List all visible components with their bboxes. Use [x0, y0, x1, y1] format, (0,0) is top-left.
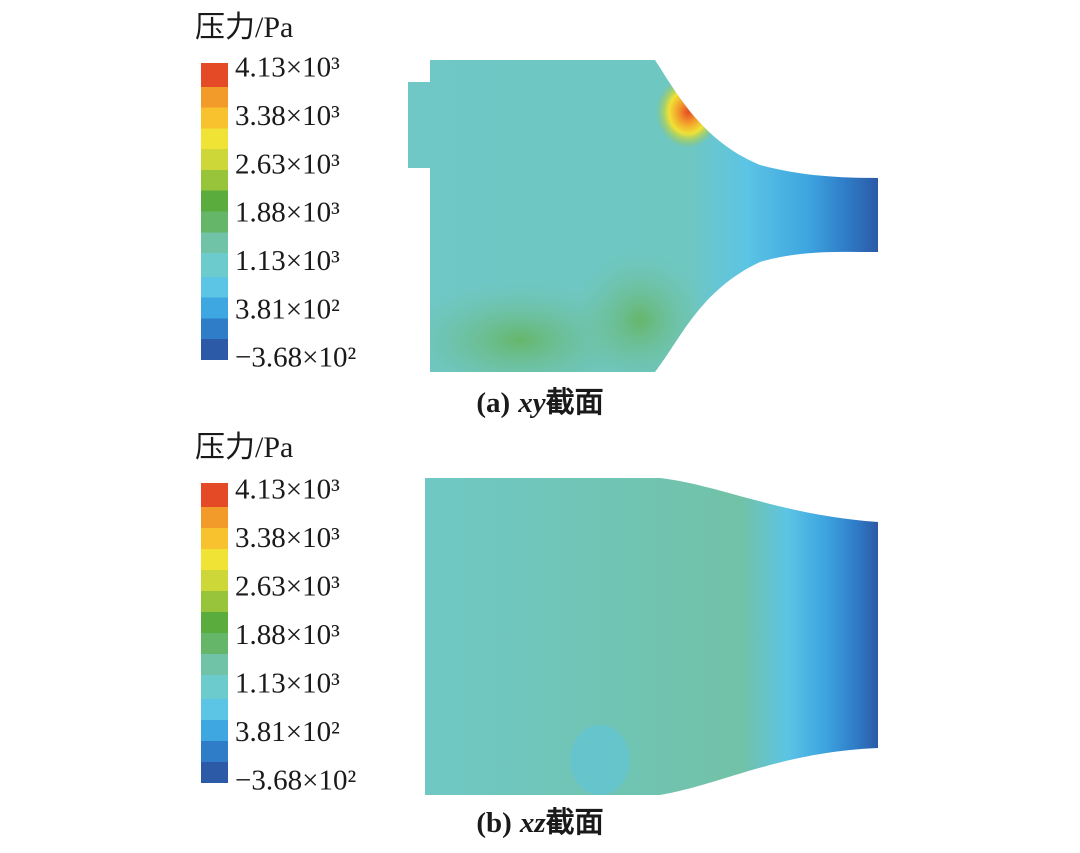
caption-label: (b): [476, 807, 511, 839]
tick-label: 1.88×10³: [235, 197, 340, 229]
tick-label: 1.13×10³: [235, 668, 340, 700]
tick-label: 4.13×10³: [235, 52, 340, 84]
colorbar: [201, 63, 228, 360]
tick-label: −3.68×10²: [235, 342, 356, 374]
tick-label: 3.81×10²: [235, 293, 340, 325]
legend-title: 压力/Pa: [195, 11, 293, 44]
colorbar: [201, 483, 228, 783]
tick-label: 2.63×10³: [235, 571, 340, 603]
legend-title: 压力/Pa: [195, 431, 293, 464]
caption-label: (a): [476, 387, 510, 419]
tick-label: 3.38×10³: [235, 100, 340, 132]
tick-label: 4.13×10³: [235, 474, 340, 506]
caption-plane: xy: [517, 387, 546, 419]
tick-label: 2.63×10³: [235, 148, 340, 180]
caption: (b) xz截面: [476, 806, 603, 839]
caption-plane: xz: [519, 807, 547, 839]
caption-suffix: 截面: [546, 386, 604, 419]
tick-label: 3.38×10³: [235, 522, 340, 554]
tick-label: −3.68×10²: [235, 765, 356, 797]
caption-suffix: 截面: [546, 806, 604, 839]
caption: (a) xy截面: [476, 386, 603, 419]
xz-section: [425, 478, 878, 795]
contours: [570, 725, 630, 795]
tick-label: 3.81×10²: [235, 716, 340, 748]
tick-label: 1.13×10³: [235, 245, 340, 277]
tick-label: 1.88×10³: [235, 619, 340, 651]
